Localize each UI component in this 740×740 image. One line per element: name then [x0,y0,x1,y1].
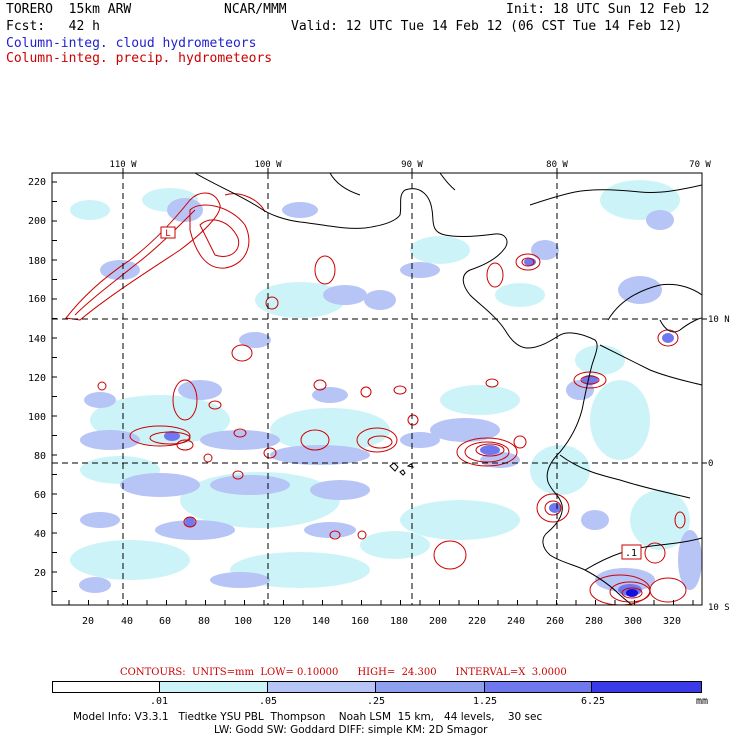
legend-swatch-5 [592,682,702,692]
lon-label-110w: 110 W [109,160,137,170]
y-tick-100: 100 [28,412,46,423]
x-tick-240: 240 [507,616,525,627]
y-tick-220: 220 [28,177,46,188]
model-info-line1: Model Info: V3.3.1 Tiedtke YSU PBL Thomp… [73,711,543,723]
x-tick-80: 80 [198,616,210,627]
x-tick-40: 40 [121,616,133,627]
y-tick-160: 160 [28,294,46,305]
legend-swatch-2 [268,682,377,692]
y-tick-140: 140 [28,334,46,345]
y-tick-120: 120 [28,373,46,384]
legend-swatch-0 [53,682,160,692]
x-tick-280: 280 [585,616,603,627]
x-tick-200: 200 [429,616,447,627]
legend-unit: mm [695,696,709,707]
legend-swatch-1 [159,682,269,692]
field-cloud-title: Column-integ. cloud hydrometeors [6,36,257,51]
y-tick-20: 20 [34,568,46,579]
lat-label-0: 0 [708,459,713,469]
shaded-field [52,173,702,605]
low-box-2-label: .1 [625,548,637,559]
x-tick-100: 100 [234,616,252,627]
low-box-1-label: L [165,229,170,239]
lat-label-10n: 10 N [708,315,730,325]
legend-swatch-4 [484,682,593,692]
x-tick-220: 220 [468,616,486,627]
map-frame [51,172,703,606]
x-tick-320: 320 [663,616,681,627]
lat-label-10s: 10 S [708,603,730,613]
axis-ticks [52,168,707,605]
valid-time: Valid: 12 UTC Tue 14 Feb 12 (06 CST Tue … [291,19,683,34]
x-tick-140: 140 [312,616,330,627]
y-tick-180: 180 [28,256,46,267]
x-tick-300: 300 [624,616,642,627]
lon-label-90w: 90 W [401,160,423,170]
lon-label-80w: 80 W [546,160,568,170]
organization-label: NCAR/MMM [224,2,287,17]
legend-label-2: .25 [366,696,386,707]
lon-label-70w: 70 W [689,160,711,170]
model-info-line2: LW: Godd SW: Goddard DIFF: simple KM: 2D… [214,724,488,736]
y-tick-40: 40 [34,529,46,540]
x-tick-120: 120 [273,616,291,627]
y-tick-60: 60 [34,490,46,501]
y-tick-80: 80 [34,451,46,462]
init-time: Init: 18 UTC Sun 12 Feb 12 [506,2,710,17]
color-legend [52,681,702,693]
legend-label-4: 6.25 [580,696,606,707]
legend-swatch-3 [376,682,485,692]
legend-label-1: .05 [258,696,278,707]
x-tick-20: 20 [82,616,94,627]
legend-label-3: 1.25 [472,696,498,707]
x-tick-180: 180 [390,616,408,627]
x-tick-260: 260 [546,616,564,627]
forecast-hour: Fcst: 42 h [6,19,100,34]
field-precip-title: Column-integ. precip. hydrometeors [6,51,273,66]
x-tick-60: 60 [159,616,171,627]
contours-info: CONTOURS: UNITS=mm LOW= 0.10000 HIGH= 24… [120,667,567,678]
x-tick-160: 160 [351,616,369,627]
legend-label-0: .01 [149,696,169,707]
y-tick-200: 200 [28,216,46,227]
lon-label-100w: 100 W [254,160,282,170]
model-title: TORERO 15km ARW [6,2,132,17]
